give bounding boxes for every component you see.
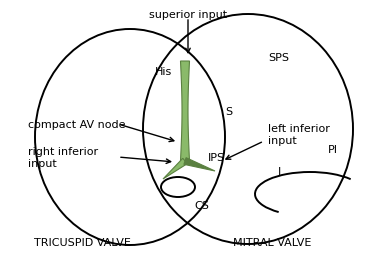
Text: TRICUSPID VALVE: TRICUSPID VALVE (34, 237, 130, 247)
Text: PI: PI (328, 145, 338, 154)
Text: compact AV node: compact AV node (28, 120, 126, 130)
Text: right inferior
input: right inferior input (28, 147, 98, 168)
Text: MITRAL VALVE: MITRAL VALVE (233, 237, 311, 247)
Text: CS: CS (194, 200, 209, 210)
Text: IPS: IPS (208, 152, 225, 162)
Text: left inferior
input: left inferior input (268, 124, 330, 145)
Text: SPS: SPS (268, 53, 289, 63)
Text: I: I (278, 166, 281, 176)
Polygon shape (163, 159, 187, 179)
Text: S: S (225, 107, 232, 117)
Polygon shape (184, 158, 215, 171)
Polygon shape (180, 62, 189, 161)
Text: His: His (155, 67, 172, 77)
Text: superior input: superior input (149, 10, 227, 20)
